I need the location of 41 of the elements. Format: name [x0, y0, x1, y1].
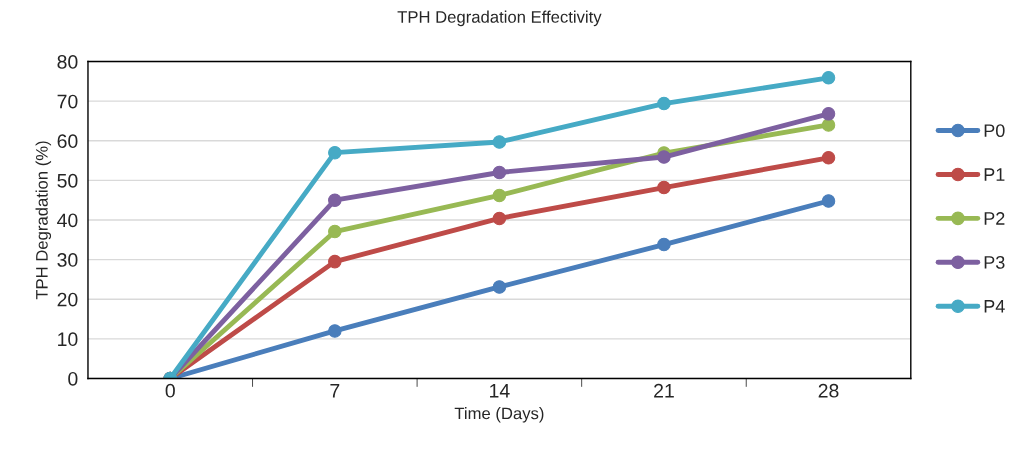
point — [821, 118, 836, 132]
point — [657, 150, 671, 164]
point — [492, 211, 507, 226]
point — [492, 280, 507, 294]
y-tick-label: 40 — [57, 213, 78, 228]
x-axis-title: Time (Days) — [454, 407, 544, 423]
point — [657, 96, 671, 111]
point — [328, 324, 342, 338]
point — [821, 194, 836, 208]
legend-label: P1 — [984, 168, 1005, 181]
x-tick-label: 14 — [490, 384, 510, 398]
point — [492, 188, 507, 203]
point — [328, 193, 342, 207]
y-tick-label: 70 — [57, 94, 78, 109]
point — [657, 237, 671, 252]
point — [821, 107, 836, 121]
x-tick-label: 7 — [330, 384, 340, 398]
y-axis-title: TPH Degradation (%) — [35, 141, 52, 300]
y-tick-label: 10 — [58, 332, 78, 347]
x-tick-label: 21 — [654, 383, 674, 398]
y-tick-label: 60 — [57, 134, 78, 149]
y-tick-label: 30 — [57, 253, 78, 267]
point — [657, 180, 671, 195]
point — [328, 254, 342, 269]
point — [821, 151, 836, 165]
point — [328, 145, 342, 160]
y-tick-label: 80 — [57, 55, 78, 69]
chart-title: TPH Degradation Effectivity — [397, 10, 602, 27]
point — [821, 71, 836, 85]
y-tick-label: 50 — [57, 173, 78, 188]
point — [328, 224, 342, 239]
y-tick-label: 0 — [68, 371, 78, 386]
x-tick-label: 0 — [165, 383, 175, 398]
legend-label: P2 — [984, 212, 1005, 225]
legend-label: P0 — [984, 124, 1005, 138]
legend-label: P4 — [984, 300, 1005, 313]
legend-label: P3 — [984, 256, 1005, 269]
point — [492, 165, 507, 180]
x-tick-label: 28 — [818, 383, 839, 398]
y-tick-label: 20 — [57, 292, 78, 307]
point — [492, 135, 507, 149]
